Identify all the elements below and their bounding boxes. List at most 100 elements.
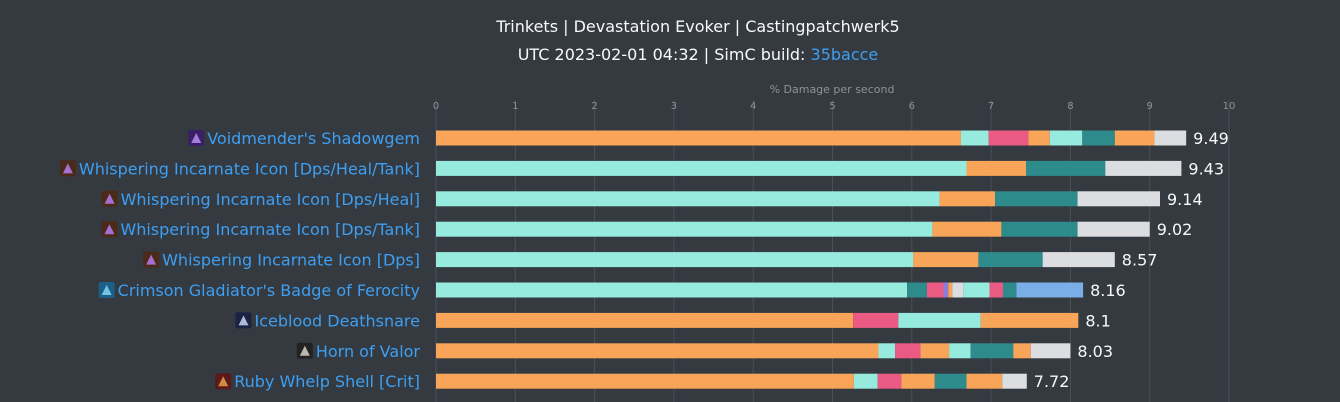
bar-segment[interactable] [853, 373, 878, 389]
total-label: 9.02 [1157, 220, 1193, 239]
bar-segment[interactable] [960, 130, 989, 146]
chart-title: Trinkets | Devastation Evoker | Castingp… [495, 17, 899, 36]
total-label: 9.43 [1188, 159, 1224, 178]
bar-segment[interactable] [966, 373, 1003, 389]
category-label[interactable]: Whispering Incarnate Icon [Dps/Heal/Tank… [79, 159, 420, 178]
x-tick-label: 2 [591, 101, 597, 112]
bar-segment[interactable] [1042, 252, 1115, 268]
x-tick-label: 7 [988, 101, 994, 112]
x-axis-ticks: 0 1 2 3 4 5 6 7 8 9 10 [433, 101, 1236, 112]
bar-segment[interactable] [1028, 130, 1050, 146]
total-label: 7.72 [1034, 372, 1070, 391]
x-tick-label: 1 [512, 101, 518, 112]
x-tick-label: 3 [671, 101, 677, 112]
badge-icon [98, 282, 115, 298]
incarnate-icon [59, 160, 76, 177]
bar-segment[interactable] [995, 191, 1078, 207]
bar-segment[interactable] [926, 282, 944, 298]
bar-segment[interactable] [920, 343, 950, 359]
simc-build-link[interactable]: 35bacce [811, 45, 879, 64]
category-labels: Voidmender's Shadowgem Whispering Incarna… [59, 129, 421, 391]
whelp-shell-icon [215, 373, 232, 390]
category-label[interactable]: Ruby Whelp Shell [Crit] [234, 372, 420, 391]
total-label: 9.14 [1167, 190, 1203, 209]
incarnate-icon [101, 221, 118, 238]
bar-segment[interactable] [436, 160, 967, 176]
category-label[interactable]: Whispering Incarnate Icon [Dps/Tank] [120, 220, 420, 239]
bar-segment[interactable] [1114, 130, 1155, 146]
bar-segment[interactable] [1077, 191, 1161, 207]
category-label[interactable]: Voidmender's Shadowgem [207, 129, 420, 148]
category-label[interactable]: Horn of Valor [316, 342, 421, 361]
bar-segment[interactable] [907, 282, 927, 298]
bar-segment[interactable] [436, 130, 961, 146]
x-tick-label: 5 [829, 101, 835, 112]
total-label: 8.16 [1090, 281, 1126, 300]
bar-segment[interactable] [436, 282, 908, 298]
bar-segment[interactable] [436, 221, 933, 237]
bar-segment[interactable] [436, 312, 854, 328]
category-label[interactable]: Whispering Incarnate Icon [Dps] [162, 251, 420, 270]
x-tick-label: 8 [1067, 101, 1073, 112]
bar-segment[interactable] [1030, 343, 1071, 359]
total-label: 8.1 [1085, 311, 1110, 330]
x-tick-label: 10 [1223, 101, 1236, 112]
bar-segment[interactable] [963, 282, 990, 298]
bar-segment[interactable] [853, 312, 899, 328]
bar-segment[interactable] [1002, 373, 1027, 389]
bar-segment[interactable] [878, 343, 896, 359]
bar-segment[interactable] [877, 373, 902, 389]
bar-segment[interactable] [1025, 160, 1106, 176]
total-label: 8.57 [1122, 251, 1158, 270]
bar-segment[interactable] [1154, 130, 1187, 146]
bar-segment[interactable] [901, 373, 935, 389]
bar-segment[interactable] [1002, 282, 1017, 298]
x-tick-label: 6 [909, 101, 915, 112]
bar-segment[interactable] [1016, 282, 1084, 298]
x-tick-label: 9 [1147, 101, 1153, 112]
bar-segment[interactable] [934, 373, 967, 389]
total-label: 8.03 [1077, 342, 1113, 361]
bar-segment[interactable] [1105, 160, 1182, 176]
category-label[interactable]: Iceblood Deathsnare [254, 311, 420, 330]
bar-segment[interactable] [1082, 130, 1115, 146]
bar-segment[interactable] [966, 160, 1026, 176]
grid-lines [435, 100, 1230, 402]
bar-segment[interactable] [1049, 130, 1083, 146]
bar-segment[interactable] [895, 343, 921, 359]
horn-icon [296, 342, 313, 359]
bar-segment[interactable] [898, 312, 981, 328]
bar-segment[interactable] [1001, 221, 1078, 237]
bar-series [436, 130, 1187, 389]
total-labels: 9.49 9.43 9.14 9.02 8.57 8.16 8.1 8.03 7.72 [1034, 129, 1229, 391]
bar-segment[interactable] [952, 282, 964, 298]
bar-segment[interactable] [436, 252, 914, 268]
incarnate-icon [143, 251, 160, 268]
bar-segment[interactable] [1013, 343, 1031, 359]
bar-segment[interactable] [988, 130, 1029, 146]
bar-segment[interactable] [939, 191, 996, 207]
bar-segment[interactable] [436, 373, 854, 389]
bar-segment[interactable] [436, 191, 940, 207]
deathsnare-icon [235, 312, 252, 329]
bar-segment[interactable] [943, 282, 949, 298]
bar-segment[interactable] [932, 221, 1002, 237]
total-label: 9.49 [1193, 129, 1229, 148]
chart-subtitle: UTC 2023-02-01 04:32 | SimC build: 35bac… [518, 45, 879, 64]
x-axis-title: % Damage per second [770, 83, 895, 96]
x-tick-label: 0 [433, 101, 439, 112]
shadowgem-icon [188, 130, 205, 146]
bar-segment[interactable] [948, 282, 953, 298]
bar-segment[interactable] [978, 252, 1043, 268]
category-label[interactable]: Whispering Incarnate Icon [Dps/Heal] [121, 190, 420, 209]
bar-segment[interactable] [436, 343, 879, 359]
bar-segment[interactable] [989, 282, 1003, 298]
bar-segment[interactable] [949, 343, 971, 359]
bar-segment[interactable] [913, 252, 979, 268]
category-label[interactable]: Crimson Gladiator's Badge of Ferocity [118, 281, 420, 300]
bar-segment[interactable] [970, 343, 1014, 359]
subtitle-prefix: UTC 2023-02-01 04:32 | SimC build: [518, 45, 811, 64]
bar-segment[interactable] [1077, 221, 1150, 237]
bar-segment[interactable] [980, 312, 1079, 328]
